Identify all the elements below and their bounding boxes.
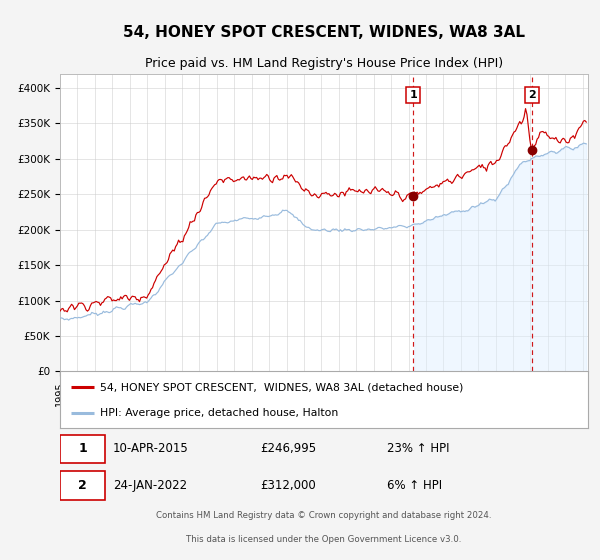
Text: 2: 2 [79, 479, 87, 492]
Text: 2: 2 [528, 90, 536, 100]
Text: 54, HONEY SPOT CRESCENT, WIDNES, WA8 3AL: 54, HONEY SPOT CRESCENT, WIDNES, WA8 3AL [123, 25, 525, 40]
Text: Price paid vs. HM Land Registry's House Price Index (HPI): Price paid vs. HM Land Registry's House … [145, 57, 503, 69]
Text: 1: 1 [79, 442, 87, 455]
Text: 10-APR-2015: 10-APR-2015 [113, 442, 188, 455]
Text: 54, HONEY SPOT CRESCENT,  WIDNES, WA8 3AL (detached house): 54, HONEY SPOT CRESCENT, WIDNES, WA8 3AL… [100, 382, 463, 393]
Text: 6% ↑ HPI: 6% ↑ HPI [388, 479, 442, 492]
Text: This data is licensed under the Open Government Licence v3.0.: This data is licensed under the Open Gov… [187, 535, 461, 544]
Text: HPI: Average price, detached house, Halton: HPI: Average price, detached house, Halt… [100, 408, 338, 418]
FancyBboxPatch shape [60, 435, 105, 464]
FancyBboxPatch shape [60, 471, 105, 500]
Text: £246,995: £246,995 [260, 442, 317, 455]
Text: 23% ↑ HPI: 23% ↑ HPI [388, 442, 450, 455]
Text: Contains HM Land Registry data © Crown copyright and database right 2024.: Contains HM Land Registry data © Crown c… [156, 511, 492, 520]
Text: 24-JAN-2022: 24-JAN-2022 [113, 479, 187, 492]
Text: 1: 1 [409, 90, 417, 100]
Text: £312,000: £312,000 [260, 479, 316, 492]
